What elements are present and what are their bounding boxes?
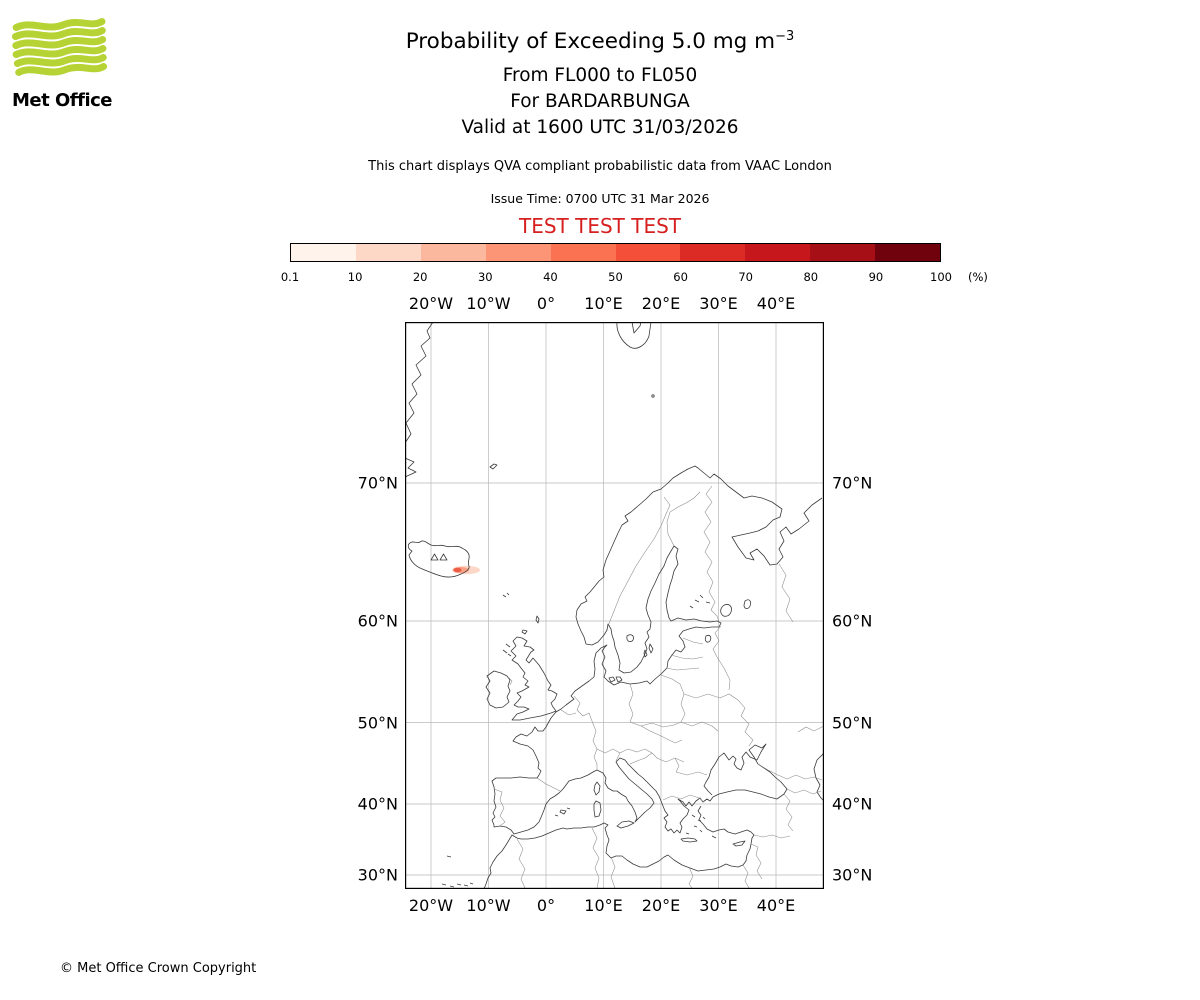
logo-wave [12,36,107,50]
lon-tick-label: 10°E [584,896,623,915]
subtitle-flight-levels: From FL000 to FL050 [502,65,698,86]
faroe-islands [502,592,510,598]
test-banner: TEST TEST TEST [518,214,681,238]
anatolia-levant-africa-coast [483,805,755,889]
colorbar-tick-label: 80 [803,270,819,284]
eurasia-coast [491,465,823,835]
lat-tick-label: 70°N [832,473,873,493]
colorbar-segment [291,244,356,261]
bear-island [651,394,655,398]
lat-tick-label: 50°N [832,713,873,732]
greenland-coast [405,322,434,478]
subtitle-valid-time: Valid at 1600 UTC 31/03/2026 [461,117,739,138]
title-exponent: −3 [775,29,795,44]
colorbar-tick-label: 100 [930,270,952,284]
lat-tick-label: 60°N [832,611,873,631]
logo-wave [12,18,106,32]
met-office-wordmark: Met Office [12,90,113,111]
colorbar-segment [550,244,616,261]
colorbar-segment [680,244,746,261]
great-britain-coast [510,636,558,721]
lon-tick-label: 20°W [408,896,454,915]
lat-tick-label: 40°N [357,794,398,814]
crete [680,837,698,843]
danish-islands [608,676,623,683]
lon-tick-label: 0° [536,294,556,313]
lon-tick-label: 20°E [641,294,681,313]
lon-tick-label: 10°W [466,896,511,915]
balearic-islands [554,807,571,817]
atlantic-islands [441,855,474,888]
colorbar-tick-label: 0.1 [280,270,300,284]
logo-wave [15,62,108,76]
colorbar-segments [290,243,941,262]
coastlines [405,322,824,889]
colorbar-tick-label: 70 [738,270,754,284]
lat-tick-label: 60°N [357,611,398,631]
colorbar-segment [875,244,941,261]
lat-tick-label: 40°N [832,794,873,814]
iceland-coast [407,540,470,578]
lat-tick-label: 30°N [357,865,398,885]
qva-note: This chart displays QVA compliant probab… [368,159,832,174]
caspian-coast [813,752,824,802]
logo-wave [12,27,106,41]
logo-wave [12,44,107,59]
copyright-notice: © Met Office Crown Copyright [60,961,257,976]
ash-probability-plume [452,565,480,575]
lat-tick-label: 30°N [832,865,873,885]
graticule [405,322,824,889]
cyprus [732,840,746,847]
aegean-islands [685,814,717,839]
colorbar-tick-label: 10 [347,270,363,284]
lon-tick-label: 20°W [408,294,454,313]
colorbar-segment [485,244,551,261]
subtitle-volcano: For BARDARBUNGA [510,91,690,112]
colorbar-segment [355,244,421,261]
colorbar-tick-label: 30 [477,270,493,284]
gotland-oland [643,643,654,658]
lon-tick-label: 30°E [699,294,738,313]
sicily [616,820,635,829]
europe-probability-map [405,322,824,889]
sardinia [593,800,602,818]
lat-tick-label: 70°N [357,473,398,493]
lon-tick-label: 30°E [699,896,738,915]
colorbar-segment [420,244,486,261]
lakes [626,594,752,643]
lon-tick-label: 20°E [641,896,681,915]
logo-wave [13,53,107,67]
lon-tick-label: 40°E [756,294,796,313]
jan-mayen [489,463,498,470]
lon-tick-label: 10°W [466,294,511,313]
colorbar-segment [745,244,811,261]
country-borders [493,485,824,889]
volcano-marker-icon [430,553,448,561]
colorbar-unit-label: (%) [968,270,988,284]
map-frame [405,322,824,889]
colorbar-tick-label: 20 [412,270,428,284]
page-title: Probability of Exceeding 5.0 mg m−3 [405,29,795,55]
ireland-coast [485,670,511,709]
colorbar-tick-label: 60 [673,270,688,284]
colorbar-segment [810,244,876,261]
colorbar-tick-label: 50 [608,270,623,284]
lon-tick-label: 0° [536,896,556,915]
colorbar-tick-label: 90 [868,270,884,284]
lon-tick-label: 40°E [756,896,796,915]
lon-tick-label: 10°E [584,294,623,313]
issue-time: Issue Time: 0700 UTC 31 Mar 2026 [490,191,710,206]
lat-tick-label: 50°N [357,713,398,732]
colorbar-ticks: 0.1 10 20 30 40 50 60 70 80 90 100 [281,270,952,286]
svalbard-coast [616,322,652,349]
shetland-orkney-hebrides [502,615,540,657]
colorbar-segment [615,244,681,261]
corsica [593,781,601,796]
colorbar-tick-label: 40 [543,270,558,284]
met-office-logo [12,18,108,76]
